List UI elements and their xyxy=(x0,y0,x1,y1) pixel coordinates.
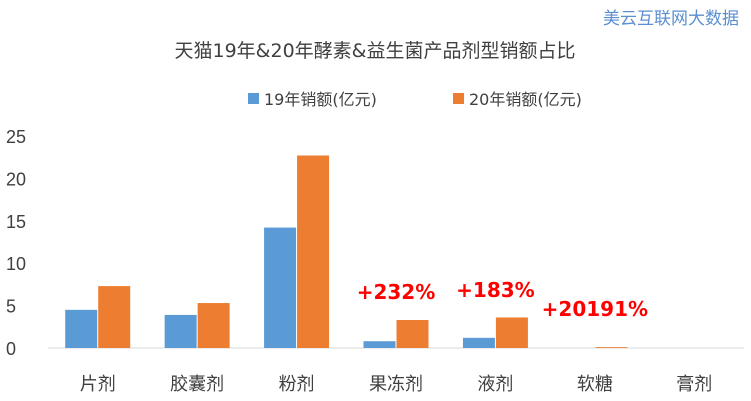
y-tick-label: 25 xyxy=(6,127,26,147)
bar-19-3 xyxy=(363,341,396,348)
x-axis: 片剂 胶囊剂 粉剂 果冻剂 液剂 软糖 膏剂 xyxy=(80,373,713,395)
category-label: 软糖 xyxy=(577,374,613,395)
bars xyxy=(65,155,628,348)
bar-19-2 xyxy=(264,227,297,348)
category-label: 液剂 xyxy=(477,374,513,395)
y-tick-label: 0 xyxy=(6,339,16,359)
growth-annotation: +20191% xyxy=(542,297,648,321)
legend-label: 19年销额(亿元) xyxy=(264,90,377,109)
category-label: 胶囊剂 xyxy=(170,374,224,395)
y-tick-label: 10 xyxy=(6,254,26,274)
category-label: 果冻剂 xyxy=(369,374,423,395)
legend-label: 20年销额(亿元) xyxy=(469,90,582,109)
category-label: 粉剂 xyxy=(279,374,315,395)
y-tick-label: 5 xyxy=(6,297,16,317)
y-tick-label: 20 xyxy=(6,169,26,189)
y-axis: 0 5 10 15 20 25 xyxy=(6,127,26,359)
bar-20-2 xyxy=(297,155,330,348)
legend-swatch xyxy=(453,93,464,104)
growth-annotation: +183% xyxy=(456,278,535,302)
bar-19-0 xyxy=(65,309,98,348)
bar-19-1 xyxy=(164,314,197,348)
growth-annotation: +232% xyxy=(357,280,436,304)
legend-swatch xyxy=(248,93,259,104)
category-label: 膏剂 xyxy=(676,373,712,395)
bar-20-5 xyxy=(595,347,628,348)
bar-20-0 xyxy=(98,286,131,348)
bar-20-4 xyxy=(495,317,528,348)
chart-title: 天猫19年&20年酵素&益生菌产品剂型销额占比 xyxy=(175,40,576,62)
y-tick-label: 15 xyxy=(6,212,26,232)
bar-20-3 xyxy=(396,320,429,348)
legend: 19年销额(亿元) 20年销额(亿元) xyxy=(248,90,582,109)
bar-19-4 xyxy=(462,337,495,348)
category-label: 片剂 xyxy=(80,374,116,395)
annotations: +232% +183% +20191% xyxy=(357,278,648,321)
bar-20-1 xyxy=(197,303,230,348)
watermark: 美云互联网大数据 xyxy=(603,9,739,29)
